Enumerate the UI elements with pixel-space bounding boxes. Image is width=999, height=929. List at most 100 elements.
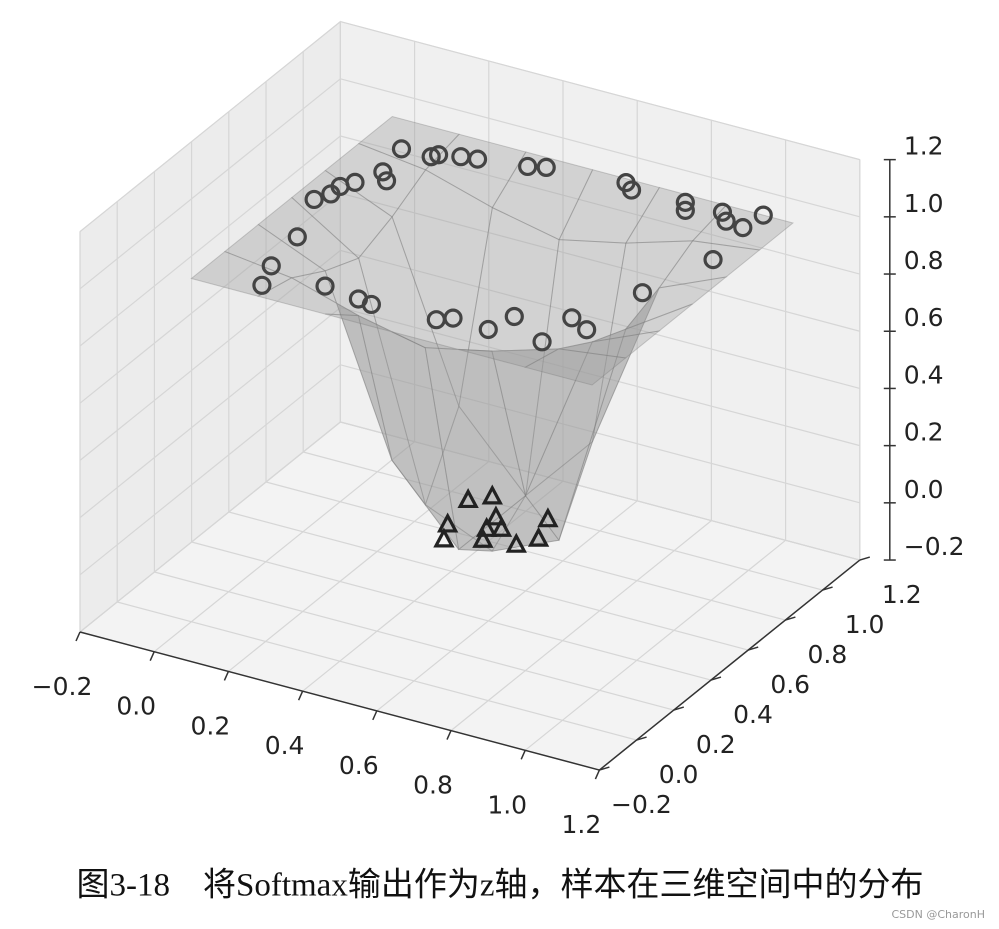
point-circle — [712, 202, 733, 222]
surface-patch — [257, 196, 360, 272]
x-tick-label: 0.6 — [339, 751, 379, 780]
point-circle — [675, 192, 695, 212]
watermark: CSDN @CharonH — [891, 908, 985, 921]
grid-line — [79, 421, 341, 633]
point-triangle — [505, 532, 527, 553]
tick-mark — [223, 671, 230, 681]
surface-patch — [324, 313, 426, 349]
grid-line — [376, 500, 638, 712]
surface-patch — [223, 223, 327, 279]
grid-line — [191, 541, 712, 681]
x-tick-label: 0.2 — [191, 711, 231, 740]
point-circle — [261, 256, 281, 276]
grid-line — [228, 460, 490, 672]
surface-patch — [324, 257, 426, 506]
axis-line — [598, 559, 861, 771]
y-tick-label: 0.6 — [770, 670, 810, 699]
tick-mark — [75, 631, 81, 642]
point-circle — [376, 171, 397, 191]
grid-line — [340, 421, 860, 561]
x-tick-label: −0.2 — [32, 672, 93, 701]
surface-patch — [290, 270, 393, 461]
grid-line — [79, 78, 341, 290]
point-triangle — [436, 512, 459, 533]
z-tick-label: 1.0 — [904, 189, 944, 218]
z-tick-label: 0.6 — [904, 303, 944, 332]
surface-patch — [624, 276, 728, 331]
surface-patch — [391, 459, 494, 552]
point-triangle — [485, 505, 507, 526]
surface-patch — [558, 330, 661, 359]
surface-patch — [324, 142, 427, 218]
tick-mark — [822, 586, 833, 591]
surface-patch — [658, 240, 761, 289]
point-circle — [467, 149, 488, 169]
point-triangle — [433, 527, 455, 548]
y-tick-label: 0.8 — [808, 640, 848, 669]
grid-line — [79, 249, 341, 461]
surface-patch — [558, 169, 661, 244]
y-tick-label: −0.2 — [611, 790, 672, 819]
y-tick-label: 1.0 — [845, 610, 885, 639]
point-circle — [321, 184, 341, 204]
grid-line — [340, 364, 860, 504]
point-circle — [632, 283, 653, 303]
tick-mark — [599, 766, 610, 771]
point-circle — [577, 320, 597, 340]
x-tick-label: 0.8 — [413, 771, 453, 800]
tick-mark — [673, 706, 685, 711]
z-tick-label: 1.2 — [904, 132, 944, 161]
y-tick-label: 0.0 — [659, 760, 699, 789]
grid-line — [450, 520, 712, 732]
surface-patch — [525, 239, 627, 497]
grid-line — [340, 192, 860, 332]
y-tick-label: 1.2 — [882, 580, 922, 609]
grid-line — [79, 307, 341, 519]
point-circle — [361, 294, 381, 315]
axis-line — [79, 631, 600, 771]
tick-mark — [297, 690, 304, 701]
x-tick-label: 0.0 — [116, 692, 156, 721]
tick-mark — [747, 646, 759, 651]
z-tick-label: 0.2 — [904, 418, 944, 447]
point-circle — [562, 308, 582, 328]
point-circle — [675, 200, 695, 220]
point-circle — [315, 276, 335, 296]
point-triangle — [481, 484, 503, 505]
z-tick-label: −0.2 — [904, 532, 965, 561]
grid-line — [340, 307, 860, 447]
point-triangle — [457, 488, 479, 509]
point-circle — [287, 227, 307, 247]
point-circle — [703, 250, 723, 270]
point-triangle — [537, 507, 559, 528]
point-circle — [532, 332, 552, 352]
grid-line — [117, 601, 637, 741]
tick-mark — [636, 736, 647, 741]
grid-line — [340, 21, 860, 161]
point-circle — [733, 218, 753, 238]
tick-mark — [520, 750, 526, 760]
y-tick-label: 0.2 — [696, 730, 736, 759]
x-tick-label: 1.0 — [487, 790, 527, 819]
point-circle — [252, 275, 272, 295]
point-circle — [391, 139, 412, 159]
surface-patch — [591, 240, 694, 442]
point-circle — [536, 157, 556, 178]
grid-line — [154, 571, 674, 711]
surface-patch — [491, 151, 594, 241]
grid-line — [524, 539, 786, 751]
surface-patch — [391, 169, 493, 409]
surface-patch — [458, 348, 560, 368]
tick-mark — [594, 769, 601, 780]
surface-patch — [558, 287, 660, 541]
surface-patch — [592, 303, 693, 343]
grid-line — [340, 249, 860, 390]
tick-mark — [785, 616, 796, 621]
surface-patch — [357, 314, 460, 550]
grid-line — [340, 78, 860, 218]
y-tick-label: 0.4 — [733, 700, 773, 729]
tick-mark — [710, 676, 722, 681]
grid-line — [153, 441, 415, 653]
surface-patch — [256, 277, 359, 317]
